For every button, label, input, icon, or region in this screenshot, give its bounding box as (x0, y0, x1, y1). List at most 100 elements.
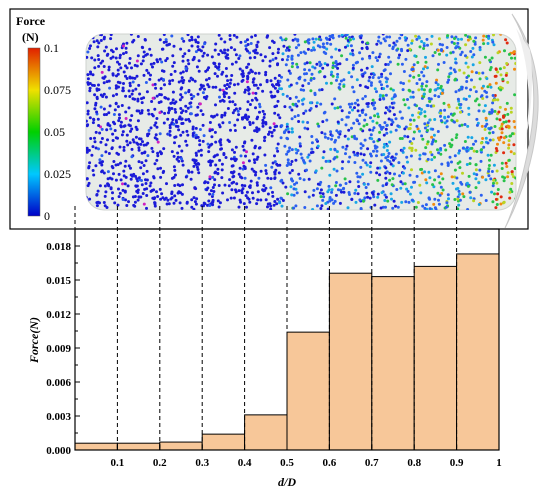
particle (311, 37, 314, 40)
particle (139, 196, 142, 199)
particle (369, 197, 372, 200)
particle (335, 129, 338, 132)
particle (162, 147, 165, 150)
particle (297, 120, 300, 123)
colorbar-tick-label: 0.075 (44, 83, 71, 97)
particle (144, 178, 147, 181)
particle (471, 70, 474, 73)
particle (235, 182, 238, 185)
particle (488, 111, 491, 114)
particle (254, 34, 257, 37)
particle (93, 66, 96, 69)
particle (97, 41, 100, 44)
particle (96, 45, 99, 48)
x-tick-label: 0.7 (365, 457, 379, 469)
particle (348, 156, 351, 159)
particle (443, 102, 446, 105)
particle (273, 41, 276, 44)
particle (291, 148, 294, 151)
particle (228, 184, 231, 187)
particle (426, 38, 429, 41)
particle (249, 123, 252, 126)
particle (450, 119, 453, 122)
particle (142, 96, 145, 99)
particle (487, 174, 490, 177)
particle (139, 166, 142, 169)
particle (424, 146, 427, 149)
particle (345, 148, 348, 151)
particle (229, 34, 232, 37)
particle (233, 170, 236, 173)
particle (392, 106, 395, 109)
particle (294, 159, 297, 162)
particle (99, 184, 102, 187)
particle (243, 142, 246, 145)
particle (127, 124, 130, 127)
particle (415, 38, 418, 41)
particle (457, 204, 460, 207)
particle (499, 86, 502, 89)
particle (310, 49, 313, 52)
particle (372, 150, 375, 153)
particle (376, 196, 379, 199)
particle (359, 36, 362, 39)
particle (159, 188, 162, 191)
y-tick-label: 0.006 (46, 377, 71, 389)
particle (464, 43, 467, 46)
particle (291, 160, 294, 163)
particle (213, 155, 216, 158)
particle (126, 134, 129, 137)
particle (353, 161, 356, 164)
particle (200, 84, 203, 87)
particle (319, 181, 322, 184)
particle (219, 141, 222, 144)
particle (117, 105, 120, 108)
particle (312, 151, 315, 154)
particle (179, 134, 182, 137)
particle (122, 52, 125, 55)
particle (510, 107, 513, 110)
particle (457, 46, 460, 49)
particle (368, 79, 371, 82)
particle (112, 74, 115, 77)
particle (116, 137, 119, 140)
particle (316, 101, 319, 104)
particle (385, 124, 388, 127)
particle (452, 51, 455, 54)
histogram-bar (287, 332, 329, 450)
particle (410, 186, 413, 189)
particle (97, 118, 100, 121)
particle (452, 114, 455, 117)
particle (235, 146, 238, 149)
particle (424, 56, 427, 59)
particle (101, 71, 104, 74)
particle (248, 159, 251, 162)
colorbar-tick-label: 0 (44, 209, 50, 223)
particle (320, 195, 323, 198)
particle (390, 192, 393, 195)
particle (106, 54, 109, 57)
particle (206, 181, 209, 184)
particle (345, 58, 348, 61)
particle (329, 130, 332, 133)
particle (119, 162, 122, 165)
particle (122, 87, 125, 90)
particle (447, 75, 450, 78)
particle (353, 137, 356, 140)
particle (202, 113, 205, 116)
particle (226, 83, 229, 86)
particle (241, 184, 244, 187)
particle (417, 116, 420, 119)
particle (494, 206, 497, 209)
particle (481, 72, 484, 75)
particle (138, 93, 141, 96)
particle (446, 120, 449, 123)
particle (499, 118, 502, 121)
particle (180, 88, 183, 91)
particle (478, 72, 481, 75)
particle (92, 118, 95, 121)
particle (238, 206, 241, 209)
particle (174, 111, 177, 114)
particle (370, 137, 373, 140)
particle (347, 160, 350, 163)
